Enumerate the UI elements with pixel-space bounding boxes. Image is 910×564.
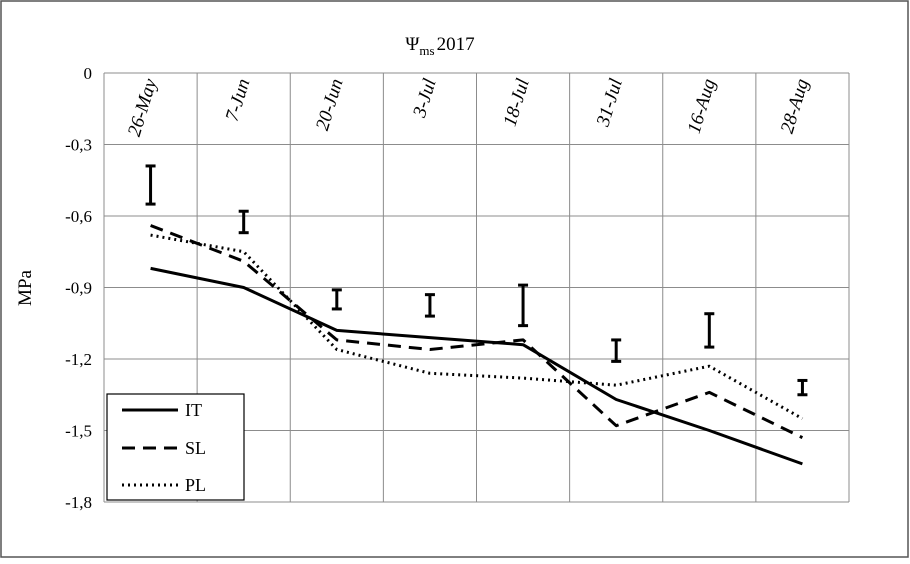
error-bar [238,209,249,235]
series-line-pl [150,233,804,420]
y-axis-label: MPa [15,269,36,305]
error-bar [797,378,808,397]
legend: IT SL PL [106,393,245,501]
chart-title: Ψms 2017 [405,34,474,58]
y-tick-label: -0,6 [65,207,92,226]
legend-label-it: IT [185,400,202,420]
y-tick-label: -1,8 [65,493,92,512]
error-bar [611,338,622,363]
error-bars [145,164,808,397]
legend-label-sl: SL [185,438,206,458]
y-tick-label: -1,5 [65,422,92,441]
y-tick-label: -0,9 [65,279,92,298]
legend-label-pl: PL [185,475,206,495]
series-line-sl [150,224,804,439]
error-bar [331,288,342,311]
error-bar [424,293,435,318]
error-bar [704,312,715,349]
y-tick-label: -1,2 [65,350,92,369]
error-bar [518,283,529,328]
series-lines [150,224,804,466]
y-tick-label: 0 [84,64,93,83]
grid-lines [103,72,850,503]
y-tick-labels: 0 -0,3 -0,6 -0,9 -1,2 -1,5 -1,8 [65,64,92,512]
series-line-it [150,266,803,466]
y-tick-label: -0,3 [65,136,92,155]
error-bar [145,164,156,206]
